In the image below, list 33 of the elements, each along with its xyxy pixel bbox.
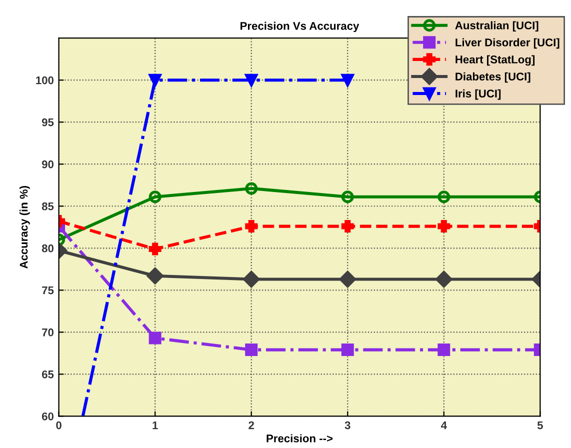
point [341,344,354,356]
point [245,344,258,356]
x-tick-label: 5 [537,421,543,430]
chart-title: Precision Vs Accuracy [240,22,360,32]
point [341,74,354,86]
y-tick-label: 75 [42,286,54,294]
y-tick-label: 80 [42,244,54,252]
y-tick-label: 85 [42,202,54,210]
point [339,270,356,288]
point [243,270,260,288]
y-tick-label: 95 [42,118,54,126]
y-tick-label: 70 [42,328,54,336]
x-tick-label: 4 [440,421,447,430]
x-tick-label: 3 [344,421,350,430]
legend-label: Heart [StatLog] [456,55,535,66]
y-tick-label: 65 [42,370,54,378]
y-tick-label: 90 [42,160,54,168]
x-tick-label: 0 [56,421,62,430]
x-tick-label: 1 [152,421,158,430]
point [341,220,354,233]
y-tick-label: 100 [36,76,54,84]
point [245,182,258,195]
legend-label: Australian [UCI] [455,21,538,32]
point [245,220,258,233]
legend-label: Diabetes [UCI] [456,72,530,83]
x-axis-title: Precision --> [266,434,333,442]
point [245,74,258,86]
legend-label: Liver Disorder [UCI] [456,38,560,49]
y-tick-label: 60 [42,412,54,420]
x-tick-label: 2 [248,421,254,430]
y-axis-title: Accuracy (in %) [20,186,30,269]
point [341,190,354,204]
legend-label: Iris [UCI] [456,89,501,100]
